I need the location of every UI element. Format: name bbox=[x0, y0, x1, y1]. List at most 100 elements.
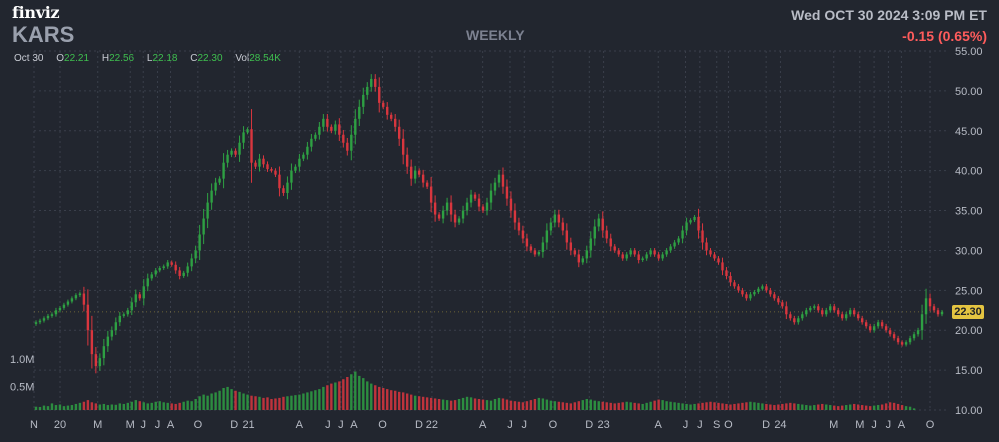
candle-body bbox=[924, 298, 928, 315]
candle-body bbox=[306, 146, 309, 155]
close-value: 22.30 bbox=[197, 53, 223, 64]
volume-bar bbox=[637, 403, 640, 410]
candle-body bbox=[198, 234, 201, 251]
candle-body bbox=[825, 310, 828, 315]
candle-body bbox=[102, 346, 106, 359]
candle-body bbox=[425, 182, 429, 187]
candle-body bbox=[154, 270, 157, 275]
ohlc-date: Oct 30 bbox=[14, 53, 44, 64]
candle-body bbox=[601, 218, 604, 231]
candle-body bbox=[394, 118, 397, 127]
time-tick-label: 21 bbox=[242, 419, 254, 431]
candle-body bbox=[541, 242, 545, 253]
volume-bar bbox=[669, 401, 672, 410]
quote-datetime: Wed OCT 30 2024 3:09 PM ET bbox=[791, 7, 987, 23]
candle-body bbox=[729, 275, 732, 283]
time-tick-label: N bbox=[30, 419, 38, 431]
volume-bar bbox=[282, 396, 285, 410]
volume-bar bbox=[250, 395, 253, 410]
candle-body bbox=[789, 314, 792, 319]
volume-bar bbox=[477, 399, 481, 410]
candle-body bbox=[493, 182, 497, 191]
candle-body bbox=[657, 254, 660, 259]
volume-bar bbox=[457, 399, 461, 410]
candle-body bbox=[54, 310, 58, 315]
candle-body bbox=[278, 174, 281, 189]
candle-body bbox=[765, 286, 768, 291]
volume-bar bbox=[338, 381, 341, 410]
candle-body bbox=[753, 291, 756, 295]
volume-bar bbox=[653, 400, 656, 410]
candle-body bbox=[932, 306, 936, 311]
volume-bar bbox=[821, 403, 824, 410]
candle-body bbox=[904, 342, 908, 345]
volume-bar bbox=[864, 405, 868, 410]
volume-bar bbox=[158, 401, 161, 410]
price-tick-label: 55.00 bbox=[955, 46, 983, 58]
candle-body bbox=[936, 310, 940, 315]
candle-body bbox=[713, 254, 716, 259]
volume-bar bbox=[904, 406, 908, 410]
candle-body bbox=[549, 222, 553, 231]
candle-body bbox=[453, 214, 457, 223]
volume-bar bbox=[681, 403, 684, 410]
candle-body bbox=[677, 238, 680, 243]
candle-body bbox=[194, 250, 197, 259]
candle-body bbox=[457, 218, 461, 223]
volume-tick-label: 0.5M bbox=[10, 382, 34, 394]
candle-body bbox=[206, 202, 209, 219]
candle-body bbox=[62, 304, 66, 308]
volume-bar bbox=[318, 389, 321, 410]
volume-bar bbox=[178, 402, 181, 410]
volume-bar bbox=[174, 403, 177, 410]
candle-body bbox=[110, 330, 114, 337]
volume-bar bbox=[270, 399, 273, 410]
volume-bar bbox=[58, 404, 62, 410]
candle-body bbox=[513, 210, 517, 223]
candle-body bbox=[122, 314, 125, 316]
time-tick-label: M bbox=[855, 419, 864, 431]
candle-body bbox=[66, 301, 70, 305]
high-label: H bbox=[101, 53, 110, 64]
candle-body bbox=[138, 294, 141, 299]
volume-bar bbox=[593, 400, 596, 410]
candle-body bbox=[884, 326, 888, 331]
candle-body bbox=[565, 230, 569, 243]
candle-body bbox=[150, 274, 153, 279]
volume-bar bbox=[142, 402, 145, 410]
volume-bar bbox=[90, 402, 94, 410]
volume-bar bbox=[693, 403, 696, 410]
volume-bar bbox=[741, 402, 744, 410]
volume-tick-label: 1.0M bbox=[10, 354, 34, 366]
candle-body bbox=[609, 238, 612, 247]
volume-bar bbox=[849, 404, 852, 410]
volume-bar bbox=[793, 403, 796, 410]
volume-bar bbox=[146, 403, 149, 410]
candle-body bbox=[821, 310, 824, 315]
volume-bar bbox=[689, 404, 692, 410]
volume-bar bbox=[258, 396, 261, 410]
volume-bar bbox=[294, 395, 297, 410]
volume-bar bbox=[853, 403, 856, 410]
volume-bar bbox=[785, 403, 788, 410]
finviz-logo[interactable]: finviz bbox=[12, 3, 60, 22]
candle-body bbox=[162, 266, 165, 268]
candle-body bbox=[429, 186, 433, 203]
volume-bar bbox=[737, 403, 740, 410]
volume-bar bbox=[114, 404, 118, 410]
volume-bar bbox=[218, 390, 221, 410]
candle-body bbox=[709, 250, 712, 255]
candle-body bbox=[58, 307, 62, 311]
candle-body bbox=[916, 330, 920, 335]
price-change: -0.15 (0.65%) bbox=[902, 28, 987, 44]
candle-body bbox=[98, 358, 102, 367]
candle-body bbox=[118, 315, 122, 323]
volume-bar bbox=[557, 401, 561, 410]
candle-body bbox=[777, 298, 780, 303]
volume-bar bbox=[310, 391, 313, 410]
volume-bar bbox=[709, 401, 712, 410]
volume-bar bbox=[274, 398, 277, 410]
candle-body bbox=[50, 314, 54, 316]
volume-bar bbox=[401, 392, 405, 410]
